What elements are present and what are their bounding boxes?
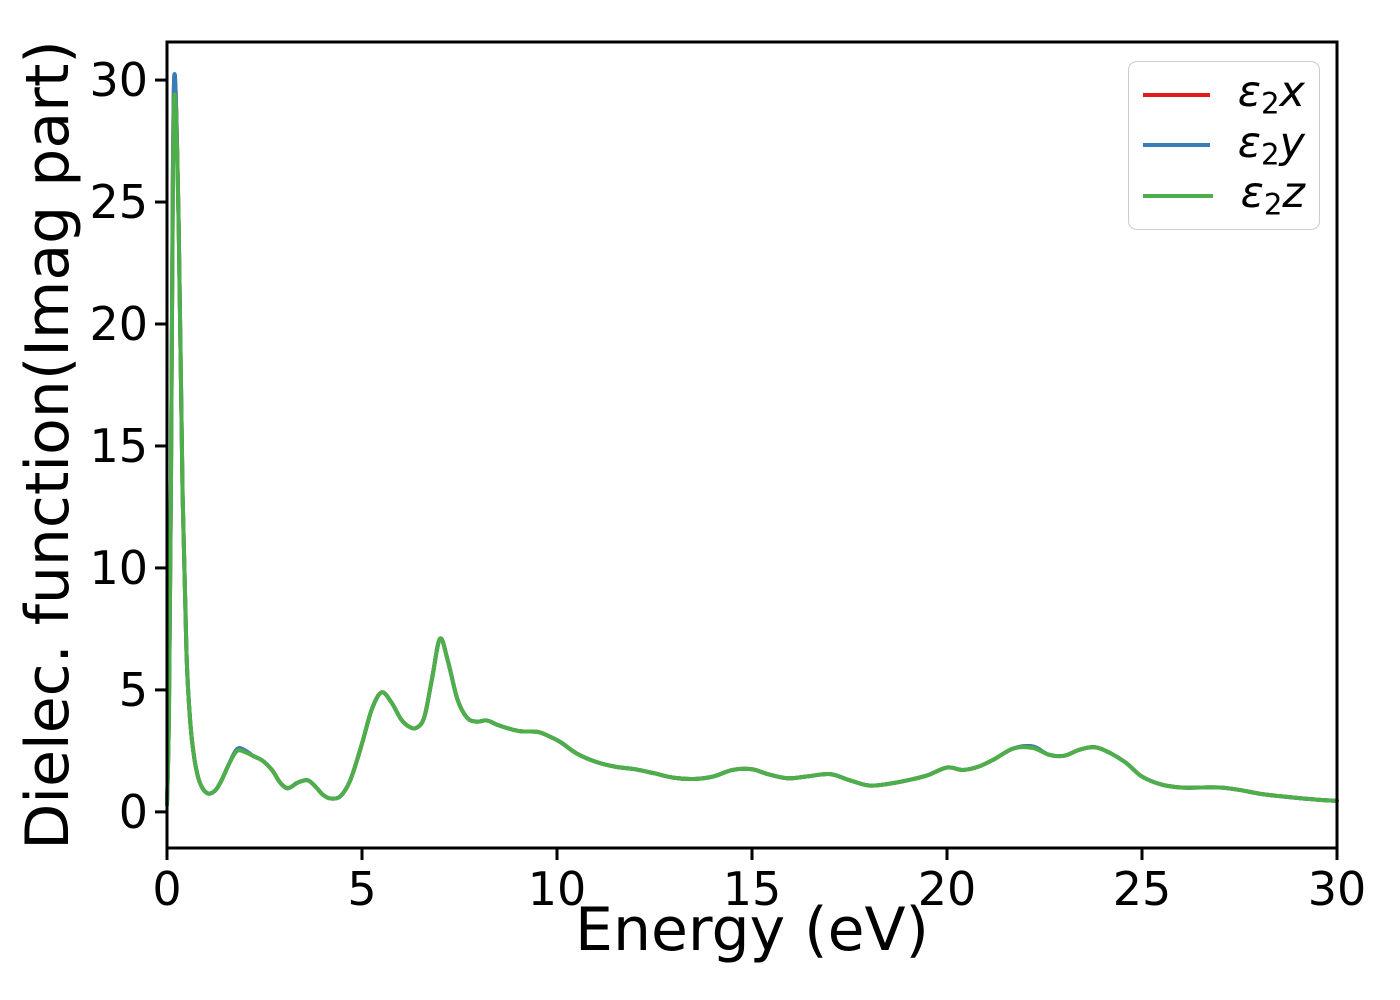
x-tick-label-0: 0 [152,862,182,916]
legend: ε2x ε2y ε2z [1128,61,1320,230]
x-tick-label-10: 10 [527,862,587,916]
curves [165,72,1339,807]
y-tick-label-25: 25 [89,175,148,230]
legend-entry-eps2_x: ε2x [1143,71,1305,119]
y-tick-label-10: 10 [89,540,148,595]
y-tick-label-5: 5 [118,662,148,717]
legend-label-eps2_z: ε2z [1240,168,1305,222]
legend-entry-eps2_y: ε2y [1143,117,1305,172]
x-tick-label-15: 15 [722,862,782,916]
x-tick-label-30: 30 [1307,862,1367,916]
x-axis-title: Energy (eV) [575,895,929,965]
x-tick-label-20: 20 [917,862,977,916]
y-tick-label-0: 0 [118,784,148,839]
legend-line-sample-eps2_x [1143,93,1210,98]
y-axis-title: Dielec. function(Imag part) [13,40,83,850]
plot-frame [165,40,1339,850]
legend-line-sample-eps2_z [1143,193,1213,198]
y-tick-label-15: 15 [89,418,148,473]
legend-label-eps2_x: ε2x [1237,67,1305,121]
y-tick-label-30: 30 [89,53,148,108]
legend-entry-eps2_z: ε2z [1143,172,1305,220]
series-line-eps2_z [165,92,1339,807]
x-tick-label-5: 5 [347,862,377,916]
axis-ticks [155,78,1339,860]
legend-label-eps2_y: ε2y [1237,117,1305,172]
x-tick-label-25: 25 [1112,862,1172,916]
y-tick-label-20: 20 [89,297,148,351]
legend-line-sample-eps2_y [1143,143,1210,148]
